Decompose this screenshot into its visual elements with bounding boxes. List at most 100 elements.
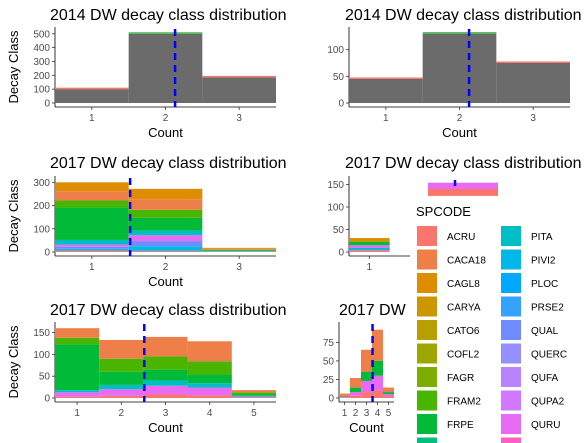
legend-key-fram2 [417, 390, 437, 411]
bar-segment-pita [55, 239, 129, 245]
legend-label: QURU [531, 420, 560, 431]
bar-3 [202, 77, 276, 103]
bar-segment-caca18 [383, 387, 394, 393]
legend-key-cofl2 [417, 343, 437, 364]
y-axis-label: Decay Class [6, 179, 21, 252]
bar-segment-caca18 [55, 328, 100, 338]
panel-title: 2017 DW decay class distribution [50, 155, 287, 172]
bar-segment-pivi2 [55, 248, 129, 251]
legend-label: PITA [531, 232, 553, 243]
bar-segment-acru [128, 250, 203, 252]
bar-segment-fram2 [143, 356, 188, 370]
bar-segment-quru [99, 389, 144, 396]
y-tick-label: 100 [33, 350, 50, 361]
y-axis-label: Decay Class [6, 325, 21, 398]
y-tick-label: 100 [33, 85, 50, 96]
x-tick-label: 1 [89, 113, 95, 124]
bar-segment-pita [231, 395, 276, 397]
panel-title: 2014 DW decay class distribution [50, 7, 287, 24]
bar-segment-acru [372, 390, 383, 398]
y-tick-label: 300 [33, 57, 50, 68]
legend-label: FAGR [447, 373, 474, 384]
bar-2 [128, 33, 203, 104]
legend-key-cagl8 [417, 273, 437, 293]
legend-key-querc [501, 343, 521, 364]
bar-segment-fram2 [55, 200, 129, 208]
legend-key-qupa2 [501, 390, 521, 411]
bar-segment-fram2 [231, 392, 276, 395]
x-tick-label: 3 [236, 262, 242, 273]
y-axis-label: Decay Class [6, 30, 21, 103]
bar-segment-fram2 [55, 337, 100, 345]
y-tick-label: 0 [44, 248, 50, 259]
bar-segment-fram2 [202, 249, 276, 251]
bar-segment-frpe [350, 387, 361, 393]
bar-segment-quru [361, 380, 372, 393]
bar-segment-caca18 [339, 393, 350, 396]
bar-segment-acru [349, 250, 390, 252]
y-tick-label: 0 [328, 394, 334, 405]
chart-panel-5: 2017 DW decay class distribution 0 50 100 15… [6, 302, 287, 435]
bar-segment-cagl8 [349, 238, 390, 242]
bar-top-strip [422, 32, 497, 34]
legend-title: SPCODE [416, 204, 471, 219]
bar-segment-cagl8 [55, 182, 129, 192]
x-tick-label: 3 [530, 113, 536, 124]
legend-label: QUERC [531, 350, 567, 361]
x-tick-label: 3 [364, 408, 370, 419]
y-tick-label: 150 [33, 328, 50, 339]
x-axis-label: Count [349, 420, 384, 435]
bar-segment-acru [55, 396, 100, 398]
bar-segment-pita [99, 384, 144, 390]
bar-segment-acru [55, 250, 129, 252]
bar-segment-pivi2 [128, 246, 203, 251]
legend-label: CACA18 [447, 256, 486, 267]
y-tick-label: 0 [338, 248, 344, 259]
bar-segment-caca18 [187, 341, 232, 362]
bar-segment-frpe [128, 217, 203, 231]
legend-label: COFL2 [447, 350, 480, 361]
legend-key-acru [417, 226, 437, 246]
bar-segment-frpe [339, 395, 350, 397]
bar-segment-frpe [383, 392, 394, 395]
x-tick-label: 3 [236, 113, 242, 124]
bar-segment-caca18 [231, 390, 276, 393]
x-tick-label: 2 [163, 113, 169, 124]
legend-label: QUFA [531, 373, 559, 384]
legend-key-fagr [417, 367, 437, 387]
bar-segment-acru [187, 395, 232, 398]
y-tick-label: 50 [333, 225, 345, 236]
legend-key-cato6 [417, 320, 437, 340]
x-axis-label: Count [442, 125, 477, 140]
legend-key-carya [417, 296, 437, 317]
bar-top-strip [55, 87, 129, 90]
y-tick-label: 0 [44, 394, 50, 405]
bar-top-strip [128, 32, 203, 34]
bar-segment-acru [361, 392, 372, 398]
bar-segment-caca18 [350, 377, 361, 388]
bar-segment-fram2 [187, 361, 232, 375]
bar-segment-quru [55, 392, 100, 397]
x-tick-label: 1 [383, 113, 389, 124]
bar-segment-caca18 [128, 199, 203, 210]
legend-key-pivi2 [501, 249, 521, 270]
bar-segment-pita [55, 390, 100, 393]
y-tick-label: 100 [327, 203, 344, 214]
bar-segment-quru [349, 245, 390, 248]
y-tick-label: 50 [39, 372, 51, 383]
bar-segment-fram2 [128, 209, 203, 218]
bar-top-strip [202, 75, 276, 78]
bar-segment-quru [372, 375, 383, 391]
bar-segment-quru [187, 387, 232, 396]
y-tick-label: 100 [327, 45, 344, 56]
panel-title: 2017 DW decay class distribution [50, 302, 287, 319]
bar-segment-caca18 [202, 248, 276, 250]
bar-segment-acru [339, 397, 350, 398]
chart-panel-4: 2017 DW decay class distribution 0 50 100 15… [327, 155, 581, 273]
bar-segment-quru [350, 392, 361, 396]
bar-segment-qual [55, 246, 129, 249]
x-tick-label: 4 [375, 408, 381, 419]
bar-segment-quru [143, 385, 188, 395]
bar-top-strip [496, 61, 570, 63]
